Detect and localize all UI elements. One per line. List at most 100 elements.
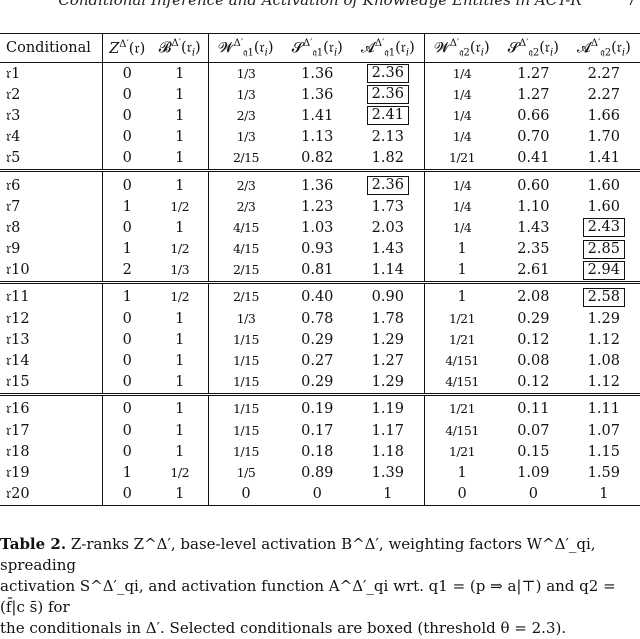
w-q1-cell-value: 1/15 [232, 443, 260, 459]
table-row: 𝔯18 0 1 1/15 0.18 1.18 1/21 0.15 1.15 [0, 441, 640, 463]
conditional-cell: 𝔯1 [0, 63, 103, 85]
z-rank-cell-value: 0 [122, 353, 132, 370]
table-row: 𝔯5 0 1 2/15 0.82 1.82 1/21 0.41 1.41 [0, 147, 640, 171]
a-q1-cell-value: 1 [383, 486, 393, 503]
base-level-cell: 1 [151, 483, 209, 506]
s-q2-cell-value: 0.12 [517, 331, 550, 348]
z-rank-cell: 0 [102, 308, 152, 330]
a-q2-cell-value: 1.60 [587, 198, 620, 215]
s-q1-cell-value: 0.40 [301, 289, 334, 306]
w-q1-cell-value: 1/3 [236, 65, 256, 81]
a-q1-cell-value: 1.82 [371, 150, 404, 167]
w-q2-cell: 1/21 [424, 147, 500, 171]
w-q2-cell: 1/4 [424, 62, 500, 85]
z-rank-cell: 0 [102, 483, 152, 506]
a-q2-cell: 1.15 [568, 441, 640, 462]
s-q1-cell: 0.93 [283, 239, 352, 260]
base-level-cell: 1 [152, 420, 209, 441]
w-q2-cell: 0 [424, 483, 500, 506]
s-q1-cell: 0.18 [283, 441, 352, 462]
s-q2-cell-value: 0.07 [517, 422, 550, 439]
s-q1-cell-value: 0.17 [301, 422, 334, 439]
base-level-cell-value: 1 [175, 401, 185, 418]
a-q2-cell: 1.70 [568, 127, 640, 148]
s-q1-cell-value: 1.36 [301, 86, 334, 103]
base-level-cell: 1/2 [152, 196, 209, 217]
table-row: 𝔯11 1 1/2 2/15 0.40 0.90 1 2.08 2.58 [0, 280, 640, 309]
s-q2-cell: 0.07 [499, 420, 568, 441]
conditional-cell: 𝔯3 [0, 105, 103, 126]
table-row: 𝔯7 1 1/2 2/3 1.23 1.73 1/4 1.10 1.60 [0, 196, 640, 218]
w-q1-cell: 2/3 [207, 105, 283, 127]
a-q1-cell: 1.29 [352, 372, 425, 395]
s-q1-cell-value: 0.18 [301, 443, 334, 460]
a-q2-cell: 1.12 [568, 329, 640, 350]
header-w-q1: 𝓦Δ′𝔮1(𝔯i) [207, 33, 283, 63]
table-row: 𝔯12 0 1 1/3 0.78 1.78 1/21 0.29 1.29 [0, 308, 640, 330]
table-row: 𝔯3 0 1 2/3 1.41 2.41 1/4 0.66 1.66 [0, 105, 640, 127]
conditional-cell-value: 𝔯18 [6, 443, 30, 460]
s-q1-cell-value: 1.03 [301, 219, 334, 236]
w-q2-cell: 1/21 [424, 329, 500, 351]
s-q2-cell-value: 1.10 [517, 198, 550, 215]
table-row: 𝔯19 1 1/2 1/5 0.89 1.39 1 1.09 1.59 [0, 462, 640, 484]
header-a-q1: 𝓐Δ′𝔮1(𝔯i) [351, 33, 425, 63]
s-q1-cell-value: 1.41 [301, 107, 334, 124]
z-rank-cell: 0 [102, 371, 152, 395]
a-q2-cell: 1.66 [568, 105, 640, 126]
a-q1-cell-value: 2.03 [371, 219, 404, 236]
s-q2-cell-value: 2.61 [517, 262, 550, 279]
conditional-cell: 𝔯12 [0, 308, 103, 329]
table-row: 𝔯17 0 1 1/15 0.17 1.17 4/151 0.07 1.07 [0, 420, 640, 442]
a-q2-cell-value: 1 [599, 486, 609, 503]
s-q1-cell-value: 1.23 [301, 198, 334, 215]
s-q2-cell: 1.27 [499, 84, 568, 105]
w-q2-cell: 4/151 [424, 371, 500, 395]
s-q2-cell: 1.09 [499, 462, 568, 483]
s-q1-cell-value: 0 [312, 486, 322, 503]
table-row: 𝔯2 0 1 1/3 1.36 2.36 1/4 1.27 2.27 [0, 84, 640, 106]
s-q1-cell-value: 0.29 [301, 331, 334, 348]
a-q2-cell-value: 2.27 [587, 65, 620, 82]
s-q1-cell: 1.36 [283, 63, 352, 85]
s-q2-cell: 1.27 [499, 63, 568, 85]
table-row: 𝔯6 0 1 2/3 1.36 2.36 1/4 0.60 1.60 [0, 168, 640, 197]
z-rank-cell-value: 0 [122, 374, 132, 391]
conditional-cell: 𝔯5 [0, 148, 103, 171]
conditional-cell-value: 𝔯20 [6, 486, 30, 503]
z-rank-cell-value: 0 [122, 219, 132, 236]
w-q2-cell-value: 1/4 [452, 65, 472, 81]
base-level-cell-value: 1 [175, 65, 185, 82]
w-q2-cell-value: 4/151 [445, 422, 479, 438]
w-q2-cell-value: 1/4 [452, 129, 472, 145]
base-level-cell-value: 1 [175, 150, 185, 167]
w-q2-cell: 1/21 [424, 308, 500, 330]
conditional-cell-value: 𝔯11 [6, 289, 30, 306]
a-q1-cell-value: 2.13 [371, 129, 404, 146]
a-q2-cell-value: 1.41 [587, 150, 620, 167]
z-rank-cell-value: 1 [122, 241, 132, 258]
conditional-cell: 𝔯2 [0, 84, 103, 105]
w-q1-cell-value: 1/15 [232, 401, 260, 417]
s-q1-cell: 0.29 [283, 329, 352, 350]
w-q2-cell-value: 1/4 [452, 107, 472, 123]
w-q1-cell: 1/3 [207, 126, 283, 148]
a-q1-cell: 2.41 [352, 105, 425, 126]
s-q1-cell: 1.36 [283, 168, 352, 197]
w-q1-cell-value: 1/15 [232, 422, 260, 438]
z-rank-cell-value: 0 [122, 401, 132, 418]
conditional-cell-value: 𝔯12 [6, 310, 30, 327]
w-q2-cell-value: 1/4 [452, 86, 472, 102]
w-q1-cell-value: 1/5 [236, 464, 256, 480]
w-q1-cell: 2/3 [207, 168, 283, 197]
a-q2-cell: 1.60 [568, 196, 640, 217]
s-q2-cell-value: 0.41 [517, 150, 550, 167]
w-q2-cell-value: 1/21 [449, 150, 476, 166]
w-q2-cell: 1 [424, 238, 500, 260]
w-q1-cell: 1/15 [207, 420, 283, 442]
selected-value-box: 2.94 [582, 260, 625, 280]
caption-line-1: Z-ranks Z^Δ′, base-level activation B^Δ′… [0, 535, 596, 574]
z-rank-cell: 0 [102, 147, 152, 171]
z-rank-cell: 0 [102, 62, 152, 85]
base-level-cell-value: 1 [175, 422, 185, 439]
